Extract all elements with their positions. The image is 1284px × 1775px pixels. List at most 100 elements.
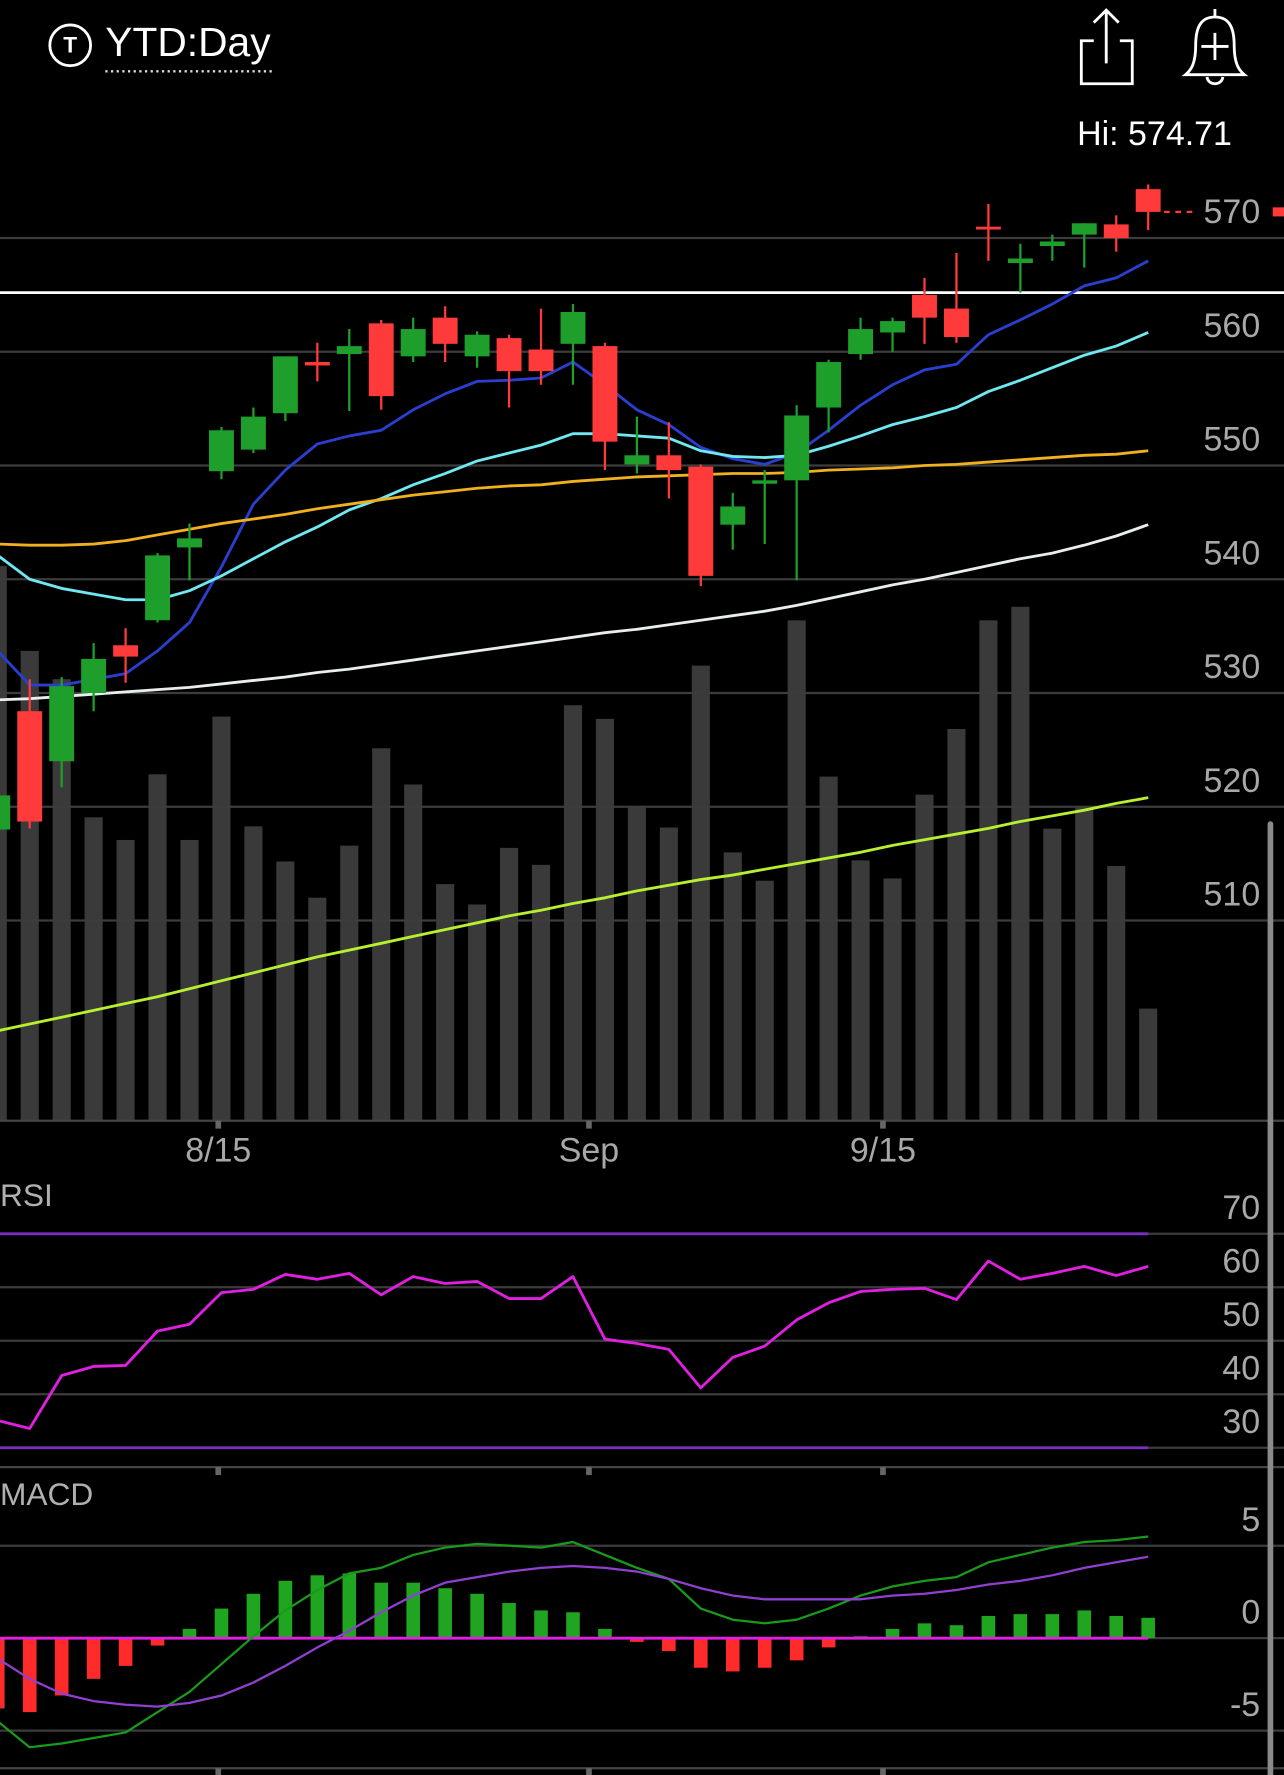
histogram-bar	[885, 1628, 900, 1639]
histogram-bar	[694, 1638, 708, 1668]
candle-body	[209, 430, 234, 472]
histogram-bar	[949, 1625, 964, 1639]
candle-body	[113, 645, 139, 657]
histogram-bar	[1045, 1614, 1060, 1639]
y-tick-label: 560	[1204, 307, 1261, 345]
y-tick-label: 30	[1222, 1403, 1260, 1441]
histogram-bar	[342, 1573, 357, 1639]
volume-bar	[404, 784, 423, 1121]
volume-bar	[1011, 606, 1030, 1121]
histogram-bar	[534, 1610, 548, 1639]
candle-body	[720, 506, 746, 525]
volume-bar	[436, 884, 455, 1121]
histogram-bar	[54, 1638, 69, 1696]
symbol-icon-letter: T	[63, 32, 77, 57]
x-tick-label: 8/15	[185, 1131, 251, 1169]
y-tick-label: 60	[1222, 1242, 1260, 1280]
volume-bar	[180, 839, 199, 1121]
indicator-line	[0, 1555, 1149, 1708]
volume-bar	[84, 817, 103, 1121]
y-tick-label: 520	[1204, 762, 1261, 800]
volume-bar	[340, 845, 359, 1121]
volume-bar	[1107, 865, 1126, 1121]
histogram-bar	[630, 1638, 644, 1642]
y-tick-label: 0	[1241, 1593, 1260, 1631]
histogram-bar	[310, 1575, 325, 1639]
candle-body	[1007, 258, 1033, 264]
histogram-bar	[86, 1638, 101, 1679]
candle-body	[81, 658, 107, 694]
candle-body	[528, 349, 554, 372]
volume-bar	[148, 774, 167, 1121]
candle-body	[912, 294, 937, 318]
header: T YTD:Day Hi: 574.71	[48, 8, 1249, 153]
histogram-bar	[662, 1638, 676, 1652]
candle-body	[752, 480, 778, 484]
histogram-bar	[438, 1588, 452, 1639]
candle-body	[432, 317, 458, 344]
y-tick-label: 550	[1204, 421, 1261, 459]
y-tick-label: 530	[1204, 648, 1261, 686]
candle-body	[816, 362, 842, 408]
alert-button[interactable]	[1181, 9, 1249, 86]
histogram-bar	[118, 1638, 133, 1666]
timeframe-title[interactable]: YTD:Day	[105, 19, 271, 65]
candle-body	[400, 329, 426, 357]
histogram-bar	[757, 1638, 772, 1668]
y-tick-label: 540	[1204, 534, 1261, 572]
histogram-bar	[502, 1603, 516, 1639]
histogram-bar	[981, 1615, 996, 1639]
volume-bar	[116, 839, 135, 1121]
volume-bar	[627, 807, 646, 1121]
histogram-bar	[725, 1638, 740, 1672]
volume-bar	[1043, 828, 1062, 1121]
volume-bar	[212, 716, 231, 1121]
indicator-line	[0, 523, 1149, 702]
volume-bar	[915, 794, 934, 1121]
candle-body	[560, 311, 586, 344]
candle-body	[240, 416, 266, 450]
volume-bar	[468, 904, 487, 1121]
histogram-bar	[470, 1593, 484, 1639]
bell	[1181, 9, 1249, 77]
candle-body	[1071, 223, 1097, 235]
y-tick-label: 5	[1241, 1501, 1260, 1539]
histogram-bar	[374, 1582, 389, 1639]
indicator-line	[0, 1535, 1149, 1749]
histogram-bar	[1109, 1615, 1124, 1639]
candle-body	[49, 686, 75, 762]
volume-bar	[0, 566, 7, 1121]
y-tick-label: 40	[1222, 1349, 1260, 1387]
y-tick-label: 50	[1222, 1296, 1260, 1334]
candle-body	[592, 346, 618, 442]
y-tick-label: 570	[1204, 193, 1261, 231]
volume-bar	[52, 679, 71, 1121]
candle-body	[464, 334, 490, 357]
volume-bar	[308, 897, 327, 1121]
volume-bar	[819, 776, 838, 1121]
candle-body	[943, 308, 969, 338]
volume-bar	[531, 864, 551, 1121]
volume-bar	[500, 847, 519, 1121]
histogram-bar	[1141, 1617, 1155, 1639]
share-button[interactable]	[1079, 8, 1134, 86]
volume-bar	[563, 705, 583, 1121]
panel-title: MACD	[0, 1476, 93, 1512]
x-tick-label: 9/15	[850, 1131, 916, 1169]
y-tick-label: 70	[1222, 1189, 1260, 1227]
candle-body	[177, 538, 202, 548]
candle-body	[624, 455, 650, 465]
candle-body	[656, 455, 682, 471]
volume-bar	[851, 860, 870, 1121]
share-arrow	[1092, 8, 1120, 64]
candle-body	[0, 795, 11, 830]
candle-body	[848, 329, 874, 355]
indicator-line	[0, 796, 1149, 1032]
panel-title: RSI	[0, 1177, 53, 1213]
bell-plus	[1201, 32, 1229, 60]
candle-body	[336, 346, 362, 355]
volume-bar	[755, 880, 774, 1121]
symbol-icon[interactable]	[48, 23, 92, 68]
